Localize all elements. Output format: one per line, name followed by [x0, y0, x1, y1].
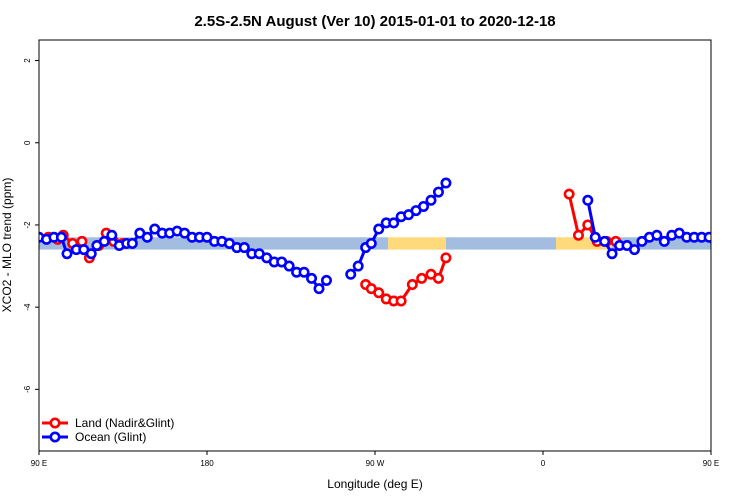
- x-tick-label: 0: [541, 459, 546, 468]
- data-point: [572, 229, 584, 241]
- data-point: [352, 260, 364, 272]
- data-point: [563, 188, 575, 200]
- legend-label: Ocean (Glint): [75, 430, 146, 444]
- x-tick-label: 90 E: [31, 459, 47, 468]
- data-point: [85, 248, 97, 260]
- y-tick-label: 0: [23, 140, 32, 145]
- data-point: [727, 241, 735, 249]
- band-segment: [445, 237, 557, 250]
- data-point: [651, 229, 663, 241]
- data-point: [395, 295, 407, 307]
- data-point: [238, 242, 250, 254]
- data-point: [440, 177, 452, 189]
- data-point: [735, 239, 743, 247]
- x-axis-label: Longitude (deg E): [327, 477, 422, 491]
- data-point: [589, 231, 601, 243]
- data-point: [365, 237, 377, 249]
- data-point: [720, 245, 728, 253]
- data-point: [712, 250, 720, 258]
- x-tick-label: 90 W: [366, 459, 385, 468]
- data-point: [306, 272, 318, 284]
- band-segment: [388, 237, 446, 250]
- series-group: [39, 177, 750, 307]
- y-tick-label: -4: [23, 303, 32, 311]
- y-tick-label: 2: [23, 58, 32, 63]
- y-tick-label: -6: [23, 385, 32, 393]
- x-tick-label: 180: [200, 459, 214, 468]
- data-point: [106, 229, 118, 241]
- data-point: [388, 217, 400, 229]
- data-point: [373, 287, 385, 299]
- data-point: [320, 274, 332, 286]
- legend-item: Ocean (Glint): [42, 430, 146, 444]
- data-point: [373, 223, 385, 235]
- data-point: [61, 248, 73, 260]
- data-point: [658, 235, 670, 247]
- legend-marker: [49, 417, 61, 429]
- data-point: [582, 194, 594, 206]
- y-tick-label: -2: [23, 221, 32, 229]
- legend: Land (Nadir&Glint)Ocean (Glint): [42, 416, 174, 444]
- data-point: [345, 268, 357, 280]
- y-axis-label: XCO2 - MLO trend (ppm): [0, 178, 14, 313]
- data-point: [141, 231, 153, 243]
- series-ocean: [39, 177, 750, 295]
- data-point: [432, 272, 444, 284]
- data-point: [98, 235, 110, 247]
- data-point: [283, 260, 295, 272]
- data-point: [55, 231, 67, 243]
- y-axis: 2 0 -2 -4 -6: [23, 58, 39, 393]
- data-point: [606, 248, 618, 260]
- data-point: [628, 244, 640, 256]
- data-point: [418, 200, 430, 212]
- data-point: [599, 235, 611, 247]
- legend-label: Land (Nadir&Glint): [75, 416, 174, 430]
- legend-marker: [49, 431, 61, 443]
- data-point: [313, 283, 325, 295]
- series-layer: [39, 177, 750, 307]
- data-point: [742, 233, 750, 241]
- data-point: [432, 186, 444, 198]
- legend-item: Land (Nadir&Glint): [42, 416, 174, 430]
- x-tick-label: 90 E: [703, 459, 719, 468]
- data-point: [703, 231, 711, 243]
- data-point: [425, 194, 437, 206]
- data-point: [126, 237, 138, 249]
- data-point: [406, 279, 418, 291]
- data-point: [416, 272, 428, 284]
- data-point: [298, 266, 310, 278]
- chart-title: 2.5S-2.5N August (Ver 10) 2015-01-01 to …: [194, 13, 555, 30]
- data-point: [440, 252, 452, 264]
